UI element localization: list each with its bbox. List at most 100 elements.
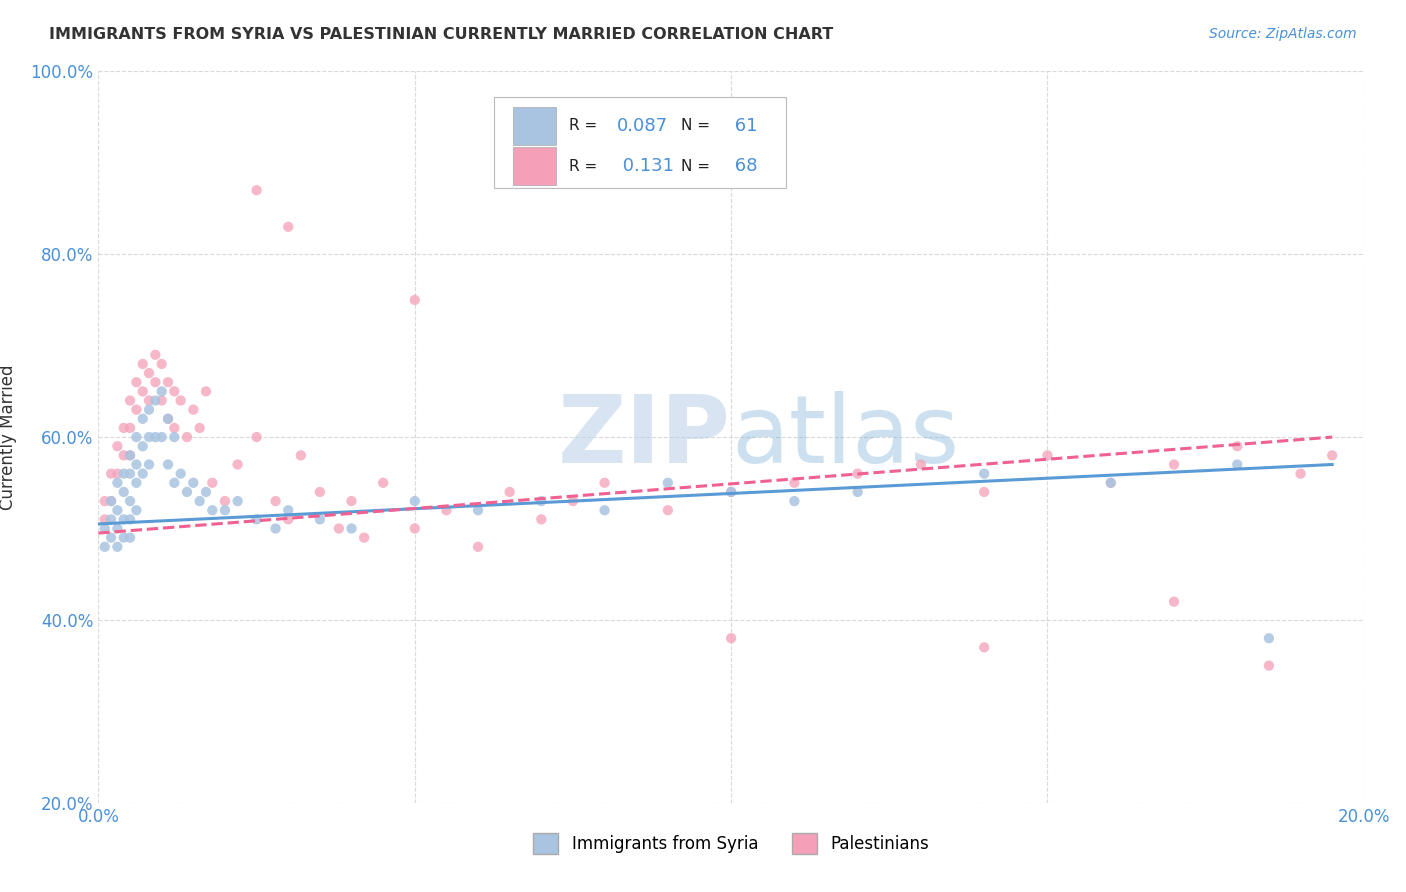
Point [290,449,312,463]
Point [120,531,141,545]
Text: 68: 68 [728,157,756,175]
Point [100,494,122,508]
Point [188,494,211,508]
Point [214,494,236,508]
Point [100,531,122,545]
Text: 0.131: 0.131 [617,157,675,175]
Point [132,467,155,481]
Point [157,458,180,472]
Point [593,503,616,517]
Point [145,348,166,362]
Point [1163,594,1185,608]
Point [783,475,806,490]
Point [246,512,269,526]
Point [93,512,117,526]
Point [720,632,742,646]
FancyBboxPatch shape [513,147,557,186]
Point [100,512,122,526]
Point [176,430,198,444]
Point [132,357,155,371]
Point [201,475,224,490]
Point [530,512,553,526]
Point [163,430,186,444]
Point [404,494,426,508]
Point [138,366,160,380]
Y-axis label: Currently Married: Currently Married [0,364,17,510]
FancyBboxPatch shape [513,107,557,145]
Point [340,494,363,508]
Point [183,475,205,490]
Point [169,467,191,481]
Text: 61: 61 [728,117,756,135]
Point [309,484,332,499]
Text: Source: ZipAtlas.com: Source: ZipAtlas.com [1209,27,1357,41]
Point [150,384,173,399]
Point [226,458,249,472]
Point [188,421,211,435]
Point [125,375,148,389]
Point [340,521,363,535]
Point [436,503,458,517]
Point [214,503,236,517]
Point [100,494,122,508]
Point [93,521,117,535]
Point [138,393,160,408]
Point [163,421,186,435]
Point [371,475,394,490]
Point [112,531,135,545]
Point [194,484,218,499]
Point [277,512,299,526]
Text: atlas: atlas [731,391,959,483]
Point [138,430,160,444]
Point [657,503,679,517]
Point [132,412,155,426]
Point [973,467,995,481]
Point [112,421,135,435]
Point [657,475,679,490]
Point [1257,632,1279,646]
Point [404,521,426,535]
Text: R =: R = [569,119,602,133]
Point [150,430,173,444]
Point [973,640,995,655]
Point [973,484,995,499]
Point [163,384,186,399]
Point [120,467,141,481]
Point [183,402,205,417]
Point [246,183,269,197]
Point [120,393,141,408]
Point [846,467,869,481]
Point [720,484,742,499]
Point [498,484,520,499]
Point [157,375,180,389]
Text: 0.087: 0.087 [617,117,668,135]
Point [125,430,148,444]
Point [1099,475,1122,490]
Point [107,540,129,554]
Point [100,467,122,481]
Point [226,494,249,508]
Point [120,449,141,463]
Point [277,219,299,234]
Point [1257,658,1279,673]
Point [1226,458,1249,472]
Point [132,439,155,453]
Point [846,484,869,499]
Point [1226,439,1249,453]
Point [157,412,180,426]
Point [112,484,135,499]
Point [93,540,117,554]
Point [264,521,287,535]
Point [277,503,299,517]
Point [125,503,148,517]
Point [138,402,160,417]
Point [107,503,129,517]
Point [112,467,135,481]
Legend: Immigrants from Syria, Palestinians: Immigrants from Syria, Palestinians [527,827,935,860]
Point [125,458,148,472]
Point [107,439,129,453]
FancyBboxPatch shape [495,97,786,188]
Point [328,521,350,535]
Point [145,393,166,408]
Point [132,384,155,399]
